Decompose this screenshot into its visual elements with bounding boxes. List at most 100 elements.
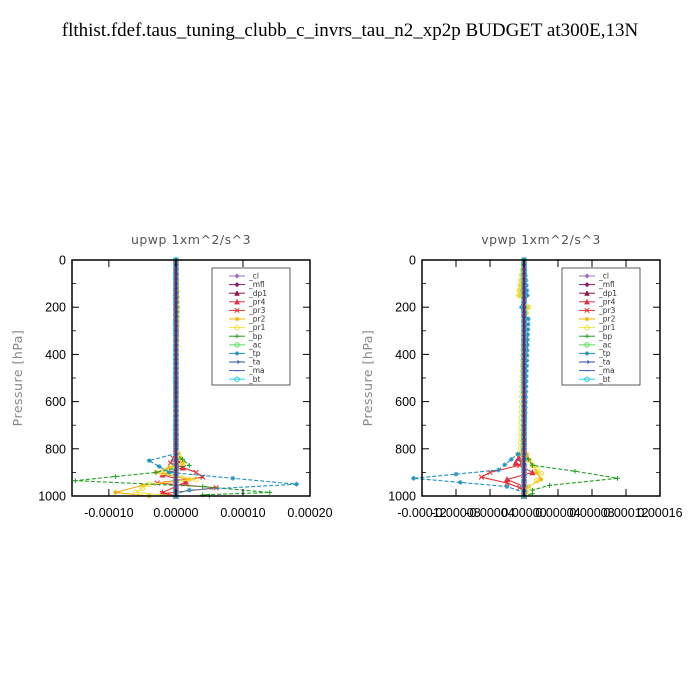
point-pr2: [139, 482, 145, 488]
legend-marker: [234, 334, 240, 339]
point-bp: [572, 468, 578, 474]
point-bp: [153, 470, 159, 475]
point-pr2: [517, 287, 523, 293]
point-pr1: [538, 470, 544, 477]
point-tp: [524, 358, 530, 363]
panel-title: upwp 1xm^2/s^3: [131, 232, 251, 247]
legend-marker: [584, 316, 590, 322]
legend-marker: [584, 298, 590, 305]
x-tick-label: 0.00000: [501, 506, 546, 520]
legend-label: _mfl: [248, 280, 265, 289]
legend: _cl_mfl_dp1_pr4_pr3_pr2_pr1_bp_ac_tp_ta_…: [211, 267, 291, 386]
point-tp: [515, 451, 521, 457]
legend-label: _ta: [248, 358, 260, 367]
point-tp: [525, 337, 530, 343]
point-pr1: [139, 485, 146, 492]
point-pr2: [517, 293, 523, 298]
legend-label: _bp: [598, 332, 613, 341]
point-tp: [524, 287, 530, 293]
y-tick-label: 800: [45, 442, 66, 456]
point-pr2: [525, 304, 530, 310]
y-tick-label: 200: [45, 301, 66, 315]
point-tp: [230, 475, 236, 481]
legend-marker: [234, 281, 240, 288]
point-pr2: [534, 470, 540, 475]
legend-label: _pr1: [248, 323, 266, 332]
x-tick-label: -0.00004: [465, 506, 514, 520]
legend-label: _dp1: [598, 289, 617, 298]
legend-box: [211, 267, 291, 386]
legend-label: _dp1: [248, 289, 267, 298]
point-bp: [200, 484, 206, 489]
legend-label: _ma: [248, 366, 265, 375]
point-pr2: [186, 477, 192, 482]
legend-marker: [234, 360, 240, 364]
y-tick-label: 200: [395, 301, 416, 315]
y-axis-label: Pressure [hPa]: [10, 330, 25, 427]
y-tick-label: 0: [59, 254, 66, 268]
point-tp: [294, 481, 299, 487]
legend-label: _pr2: [248, 315, 266, 324]
point-pr3: [213, 484, 219, 491]
point-bp: [615, 475, 620, 481]
legend-box: [561, 267, 641, 386]
point-tp: [525, 326, 531, 332]
legend-label: _ac: [248, 340, 261, 349]
y-tick-label: 400: [395, 348, 416, 362]
legend-label: _pr3: [248, 306, 266, 315]
legend-label: _ta: [598, 358, 610, 367]
legend-marker: [584, 360, 590, 364]
y-tick-label: 400: [45, 348, 66, 362]
legend-marker: [584, 376, 590, 382]
figure-title: flthist.fdef.taus_tuning_clubb_c_invrs_t…: [61, 20, 639, 41]
legend-marker: [234, 324, 240, 331]
legend-marker: [234, 273, 240, 279]
point-pr4: [503, 476, 511, 483]
legend-label: _cl: [598, 272, 609, 281]
point-bp: [530, 462, 535, 468]
legend-marker: [584, 324, 590, 331]
legend-label: _ma: [598, 366, 615, 375]
point-pr3: [180, 464, 187, 471]
point-tp: [186, 487, 192, 493]
point-tp: [525, 316, 531, 322]
x-tick-label: -0.00012: [397, 506, 446, 520]
legend-marker: [584, 273, 590, 279]
legend-label: _cl: [248, 272, 259, 281]
point-tp: [504, 484, 510, 489]
point-pr3: [478, 474, 485, 480]
legend-label: _bp: [248, 332, 263, 341]
point-pr1: [516, 292, 522, 299]
y-tick-label: 800: [395, 442, 416, 456]
legend-marker: [234, 298, 240, 305]
legend-marker: [584, 290, 590, 296]
point-pr2: [525, 484, 531, 489]
point-tp: [525, 293, 530, 298]
y-tick-label: 600: [395, 395, 416, 409]
point-tp: [524, 368, 529, 374]
legend-label: _pr2: [598, 315, 616, 324]
legend-label: _bt: [598, 375, 611, 384]
legend-marker: [234, 307, 240, 313]
x-tick-label: 0.00010: [220, 506, 265, 520]
point-bp: [72, 478, 78, 484]
point-bp: [267, 490, 273, 495]
point-tp: [525, 332, 531, 337]
x-tick-label: -0.00010: [84, 506, 133, 520]
point-pr1: [159, 469, 166, 476]
x-tick-label: 0.00000: [153, 506, 198, 520]
point-tp: [166, 470, 172, 475]
point-pr1: [132, 489, 139, 496]
series-line-pr1: [133, 259, 197, 497]
x-tick-label: -0.00008: [431, 506, 480, 520]
point-tp: [453, 471, 459, 477]
series-line-pr3: [157, 260, 217, 497]
y-tick-label: 1000: [38, 490, 66, 504]
point-pr2: [113, 490, 118, 495]
point-tp: [524, 363, 530, 369]
point-pr1: [533, 477, 540, 484]
legend-label: _pr4: [248, 297, 266, 306]
legend-marker: [584, 351, 590, 356]
point-pr1: [193, 476, 199, 483]
x-tick-label: 0.00016: [637, 506, 682, 520]
